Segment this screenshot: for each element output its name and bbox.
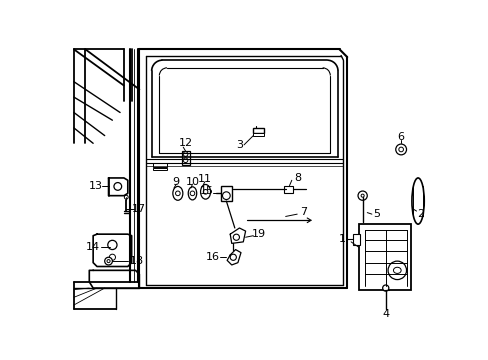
Text: 2: 2	[417, 209, 424, 219]
Circle shape	[382, 285, 388, 291]
Circle shape	[395, 144, 406, 155]
Bar	[353, 234, 359, 245]
Text: 13: 13	[89, 181, 103, 192]
Bar	[221, 186, 231, 201]
Circle shape	[104, 257, 112, 265]
Circle shape	[233, 234, 239, 240]
Ellipse shape	[172, 186, 183, 200]
Circle shape	[398, 147, 403, 152]
Circle shape	[230, 254, 236, 260]
Bar	[358, 224, 410, 289]
Text: 19: 19	[251, 229, 265, 239]
Text: 1: 1	[338, 234, 345, 244]
Circle shape	[360, 194, 364, 197]
Ellipse shape	[411, 178, 424, 224]
Text: 3: 3	[236, 140, 243, 150]
Text: 17: 17	[132, 204, 146, 214]
Text: 7: 7	[299, 207, 306, 217]
Text: 6: 6	[397, 132, 404, 142]
Text: 18: 18	[130, 256, 144, 266]
Text: 9: 9	[172, 177, 180, 187]
Text: 5: 5	[372, 209, 379, 219]
Circle shape	[222, 192, 230, 199]
Text: 11: 11	[197, 175, 211, 184]
Bar	[153, 168, 167, 170]
Bar	[284, 186, 293, 193]
Circle shape	[203, 189, 207, 194]
Circle shape	[175, 191, 180, 195]
Text: 16: 16	[206, 252, 220, 262]
Circle shape	[109, 254, 115, 260]
Bar	[253, 128, 264, 133]
Text: 14: 14	[86, 242, 100, 252]
Bar	[182, 151, 190, 165]
Circle shape	[124, 195, 128, 199]
Bar	[153, 163, 167, 167]
Circle shape	[190, 191, 194, 195]
Text: 12: 12	[178, 138, 192, 148]
Circle shape	[387, 261, 406, 280]
Ellipse shape	[188, 187, 196, 200]
Circle shape	[114, 183, 122, 190]
Text: 10: 10	[185, 177, 199, 187]
Text: 4: 4	[382, 309, 388, 319]
Circle shape	[357, 191, 366, 200]
Circle shape	[107, 260, 110, 263]
Bar	[253, 133, 264, 136]
Circle shape	[183, 152, 187, 156]
Text: 15: 15	[200, 186, 214, 196]
Circle shape	[107, 240, 117, 249]
Text: 8: 8	[294, 173, 301, 183]
Ellipse shape	[200, 184, 210, 199]
Ellipse shape	[393, 267, 400, 274]
Circle shape	[183, 158, 187, 163]
